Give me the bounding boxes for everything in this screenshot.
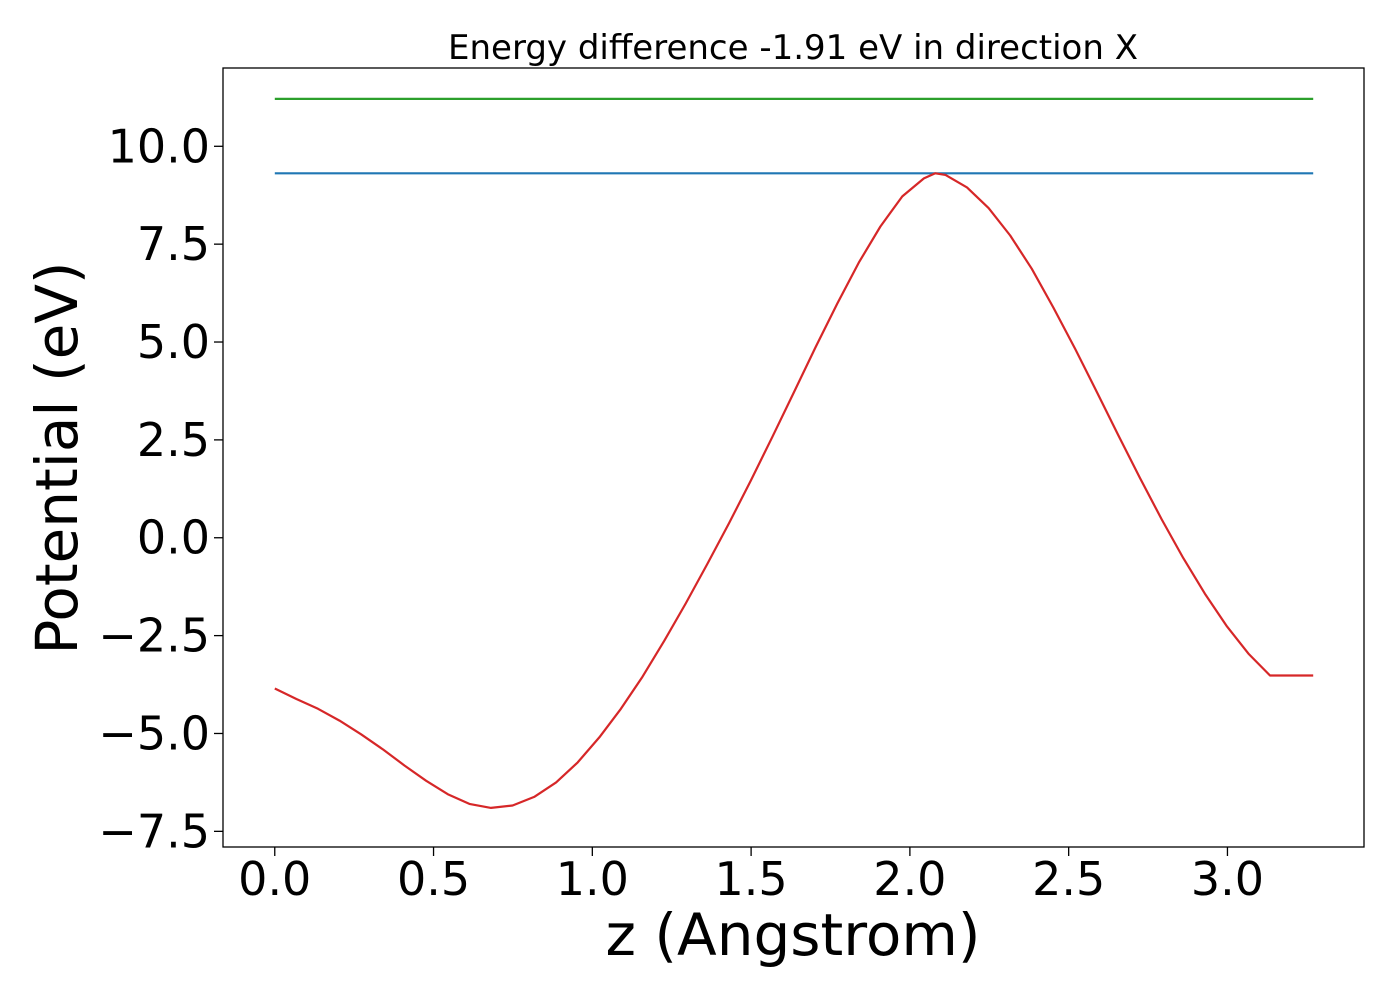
x-tick-label: 1.0 xyxy=(556,852,629,906)
x-tick-label: 0.5 xyxy=(397,852,470,906)
x-axis: 0.0 0.5 1.0 1.5 2.0 2.5 3.0 xyxy=(238,847,1264,906)
y-tick-label: 0.0 xyxy=(137,511,210,565)
y-tick-label: 5.0 xyxy=(137,315,210,369)
x-tick-label: 2.5 xyxy=(1032,852,1105,906)
y-tick-label: −5.0 xyxy=(98,706,210,760)
x-tick-label: 0.0 xyxy=(238,852,311,906)
plot-frame xyxy=(222,67,1365,848)
series-line-2 xyxy=(274,172,1314,810)
y-axis: −7.5 −5.0 −2.5 0.0 2.5 5.0 7.5 10.0 xyxy=(98,119,223,858)
y-tick-label: −7.5 xyxy=(98,804,210,858)
x-tick-label: 1.5 xyxy=(715,852,788,906)
chart-title: Energy difference -1.91 eV in direction … xyxy=(448,28,1138,68)
y-axis-label: Potential (eV) xyxy=(23,261,91,654)
x-tick-label: 2.0 xyxy=(873,852,946,906)
series-layer xyxy=(274,97,1314,810)
x-axis-label: z (Angstrom) xyxy=(606,901,981,969)
y-tick-label: 7.5 xyxy=(137,217,210,271)
y-tick-label: −2.5 xyxy=(98,609,210,663)
y-tick-label: 2.5 xyxy=(137,413,210,467)
x-tick-label: 3.0 xyxy=(1191,852,1264,906)
y-tick-label: 10.0 xyxy=(108,119,210,173)
